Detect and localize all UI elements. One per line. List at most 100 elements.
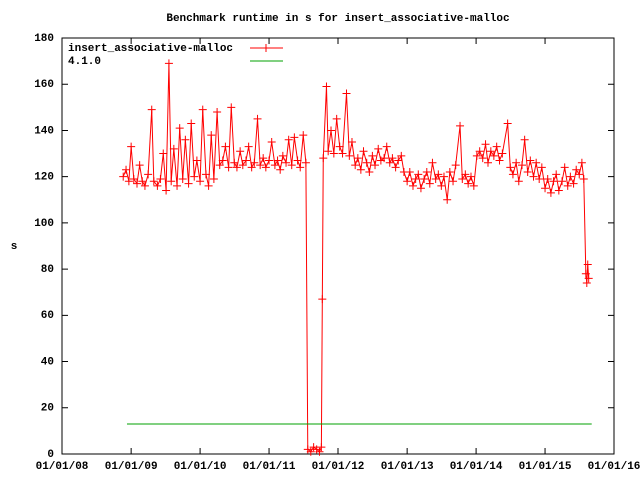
point-marker (566, 172, 575, 181)
point-marker (322, 82, 331, 91)
point-marker (353, 154, 362, 163)
point-marker (514, 177, 523, 186)
y-tick-label: 160 (34, 79, 54, 91)
point-marker (147, 105, 156, 114)
point-marker (329, 149, 338, 158)
y-tick-label: 40 (41, 356, 54, 368)
point-marker (464, 179, 473, 188)
point-marker (284, 135, 293, 144)
point-marker (162, 186, 171, 195)
point-marker (443, 195, 452, 204)
point-marker (414, 170, 423, 179)
point-marker (278, 151, 287, 160)
x-tick-label: 01/01/14 (450, 461, 503, 473)
point-marker (196, 177, 205, 186)
point-marker (351, 161, 360, 170)
point-marker (267, 138, 276, 146)
point-marker (290, 133, 299, 142)
point-marker (242, 156, 250, 165)
point-marker (156, 174, 165, 183)
point-marker (411, 174, 420, 183)
point-marker (306, 447, 315, 456)
point-marker (247, 163, 256, 172)
point-marker (492, 142, 501, 151)
point-marker (173, 181, 182, 190)
point-marker (287, 161, 296, 170)
point-marker (546, 188, 555, 197)
point-marker (425, 179, 434, 188)
point-marker (213, 107, 222, 116)
point-marker (489, 151, 498, 160)
point-marker (335, 142, 344, 151)
point-marker (127, 142, 136, 151)
point-marker (293, 156, 302, 165)
point-marker (261, 163, 270, 172)
point-marker (327, 126, 336, 135)
point-marker (478, 154, 487, 163)
point-marker (301, 158, 310, 167)
y-axis-label: s (11, 241, 18, 253)
point-marker (124, 177, 133, 186)
x-tick-label: 01/01/13 (381, 461, 434, 473)
x-tick-label: 01/01/09 (105, 461, 158, 473)
point-marker (422, 168, 431, 177)
point-marker (582, 278, 591, 287)
point-marker (256, 161, 265, 170)
point-marker (144, 170, 153, 179)
point-marker (535, 174, 544, 183)
y-tick-label: 20 (41, 403, 54, 415)
point-marker (523, 168, 532, 177)
point-marker (317, 443, 326, 452)
point-marker (250, 158, 259, 167)
point-marker (119, 172, 128, 181)
point-marker (192, 156, 201, 165)
point-marker (394, 156, 403, 165)
point-marker (204, 181, 213, 190)
point-marker (382, 142, 391, 151)
y-tick-label: 60 (41, 310, 54, 322)
point-marker (215, 161, 224, 170)
y-tick-label: 120 (34, 172, 54, 184)
x-tick-label: 01/01/12 (312, 461, 365, 473)
point-marker (178, 174, 187, 183)
point-marker (368, 151, 377, 160)
point-marker (403, 177, 412, 186)
point-marker (572, 165, 581, 174)
point-marker (345, 151, 354, 160)
x-tick-label: 01/01/15 (519, 461, 572, 473)
point-marker (475, 147, 484, 156)
point-marker (209, 174, 218, 183)
point-marker (391, 163, 400, 172)
point-marker (181, 135, 190, 144)
legend-marker (262, 44, 270, 52)
x-tick-label: 01/01/10 (174, 461, 227, 473)
point-marker (466, 172, 475, 181)
point-marker (380, 154, 389, 163)
point-marker (563, 181, 572, 190)
point-marker (437, 181, 446, 190)
point-marker (405, 168, 414, 177)
point-marker (428, 158, 437, 167)
point-marker (408, 181, 417, 190)
point-marker (218, 156, 227, 165)
point-marker (388, 154, 397, 163)
point-marker (469, 181, 478, 190)
point-marker (135, 161, 144, 170)
point-marker (190, 172, 199, 181)
point-marker (506, 163, 515, 172)
point-marker (324, 147, 333, 156)
legend-label: 4.1.0 (68, 56, 101, 68)
point-marker (451, 161, 460, 170)
point-marker (265, 156, 274, 165)
point-marker (347, 138, 356, 146)
point-marker (420, 174, 429, 183)
point-marker (554, 186, 563, 195)
point-marker (315, 447, 324, 456)
point-marker (138, 177, 147, 186)
point-marker (549, 177, 558, 186)
point-marker (526, 156, 535, 165)
point-marker (201, 170, 210, 179)
